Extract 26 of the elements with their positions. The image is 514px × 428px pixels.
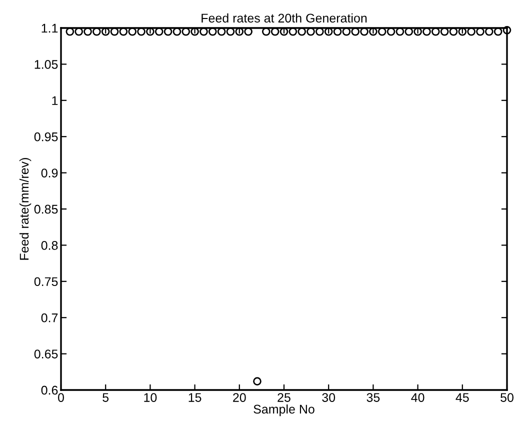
y-axis-title: Feed rate(mm/rev)	[19, 158, 32, 260]
x-tick-label: 10	[144, 393, 157, 402]
y-tick-label: 0.95	[34, 132, 58, 142]
y-tick-label: 0.75	[34, 277, 58, 286]
chart-title: Feed rates at 20th Generation	[202, 13, 367, 23]
y-tick-label: 1	[52, 96, 58, 105]
point	[253, 377, 262, 386]
x-tick-label: 5	[102, 393, 109, 402]
x-tick-label: 25	[278, 393, 290, 402]
x-tick-label: 30	[322, 393, 336, 402]
x-tick-label: 50	[500, 393, 514, 402]
y-tick-label: 0.85	[34, 204, 58, 214]
y-tick-label: 1.05	[34, 60, 58, 69]
y-tick-label: 0.7	[41, 313, 58, 322]
x-tick-label: 45	[456, 393, 469, 402]
x-tick-label: 20	[233, 393, 246, 402]
x-tick-label: 35	[366, 393, 380, 402]
y-tick-label: 0.8	[41, 241, 58, 250]
y-tick-label: 0.65	[34, 350, 58, 358]
y-tick-label: 1.1	[42, 24, 58, 33]
y-tick-label: 0.9	[41, 168, 58, 178]
x-tick-label: 0	[58, 393, 64, 402]
x-tick-label: 15	[188, 393, 202, 402]
x-axis-title: Sample No	[254, 404, 314, 416]
y-tick-label: 0.6	[41, 386, 58, 395]
x-tick-label: 40	[411, 393, 424, 402]
